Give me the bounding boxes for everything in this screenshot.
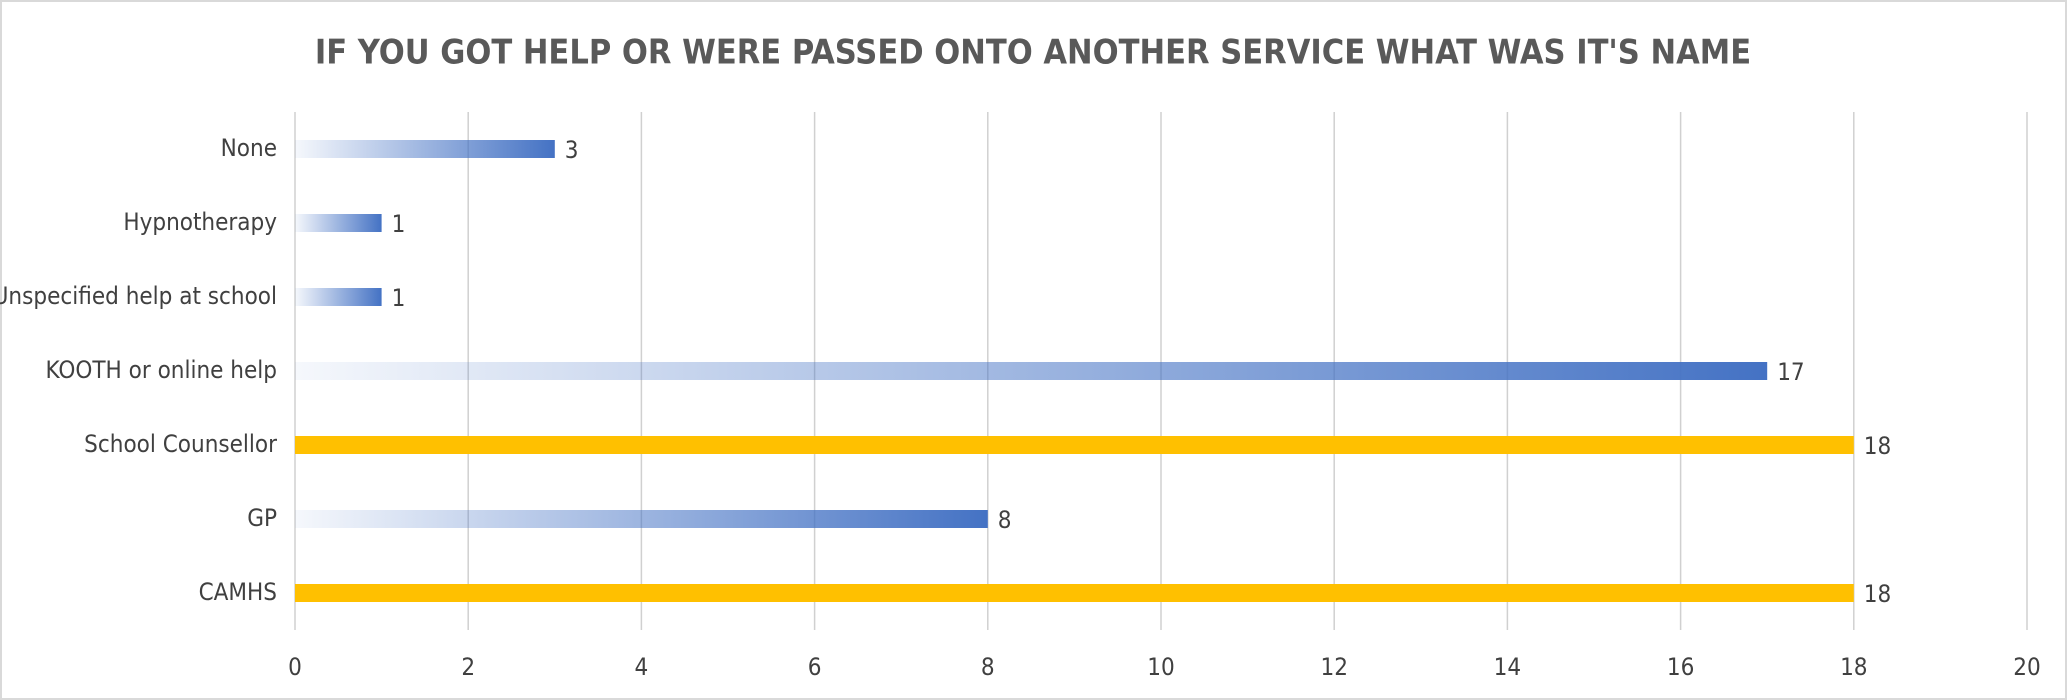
- chart-title: IF YOU GOT HELP OR WERE PASSED ONTO ANOT…: [315, 33, 1751, 73]
- y-tick-label: CAMHS: [199, 578, 277, 606]
- bar: [295, 362, 1768, 380]
- x-tick-label: 20: [2013, 653, 2040, 681]
- x-tick-label: 14: [1494, 653, 1521, 681]
- x-tick-label: 8: [981, 653, 995, 681]
- x-tick-label: 12: [1320, 653, 1347, 681]
- y-tick-label: School Counsellor: [84, 430, 277, 458]
- x-tick-label: 2: [461, 653, 475, 681]
- y-tick-label: None: [221, 134, 277, 162]
- x-tick-label: 18: [1840, 653, 1867, 681]
- bar: [295, 510, 988, 528]
- data-label: 1: [392, 210, 406, 238]
- data-label: 1: [392, 284, 406, 312]
- y-tick-label: Hypnotherapy: [123, 208, 277, 236]
- y-tick-label: Unspecified help at school: [0, 282, 277, 310]
- x-tick-label: 6: [808, 653, 822, 681]
- data-label: 17: [1777, 358, 1804, 386]
- x-tick-label: 16: [1667, 653, 1694, 681]
- x-tick-label: 10: [1147, 653, 1174, 681]
- bar: [295, 436, 1854, 454]
- y-tick-label: KOOTH or online help: [46, 356, 277, 384]
- bar: [295, 288, 382, 306]
- bar: [295, 584, 1854, 602]
- x-tick-label: 4: [635, 653, 649, 681]
- bar: [295, 214, 382, 232]
- x-tick-label: 0: [288, 653, 302, 681]
- data-label: 18: [1864, 432, 1891, 460]
- data-label: 3: [565, 136, 579, 164]
- y-tick-label: GP: [247, 504, 277, 532]
- bar: [295, 140, 555, 158]
- data-label: 8: [998, 506, 1012, 534]
- data-label: 18: [1864, 580, 1891, 608]
